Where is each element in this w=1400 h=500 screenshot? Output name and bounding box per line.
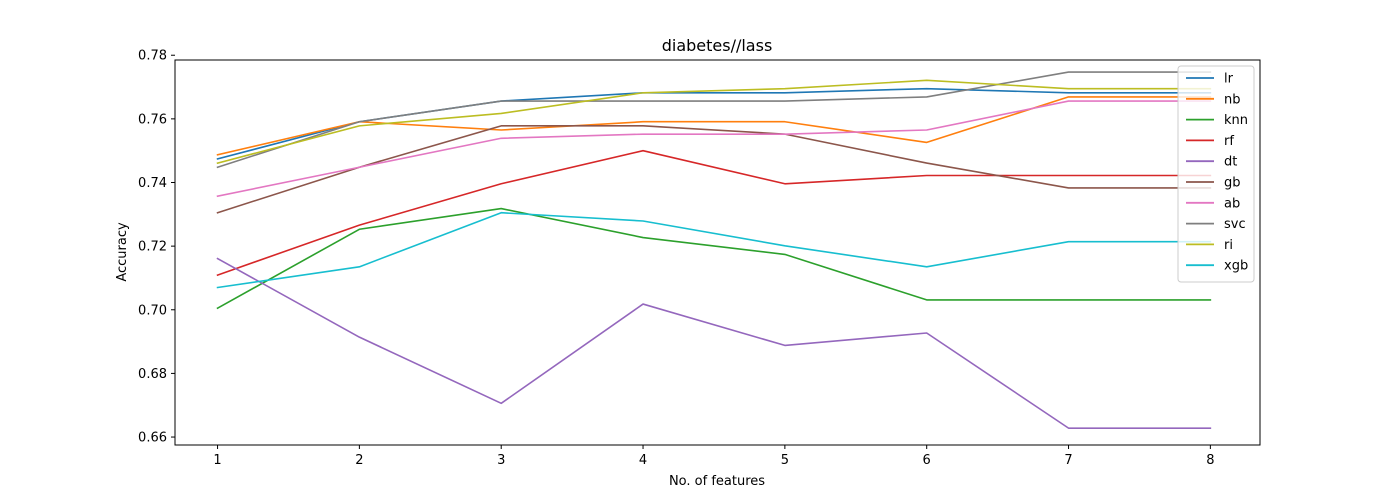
y-tick-label: 0.74 [138,176,167,191]
series-line-knn [216,207,1212,310]
legend-label-nb: nb [1224,92,1241,107]
legend-label-dt: dt [1224,155,1237,170]
series-line-rf [216,149,1212,277]
series-line-svc [216,71,1212,169]
legend-label-knn: knn [1224,113,1248,128]
y-tick-label: 0.68 [138,367,167,382]
legend-label-lr: lr [1224,72,1234,87]
legend-label-rf: rf [1224,134,1234,149]
legend-label-ri: ri [1224,238,1233,253]
legend-label-gb: gb [1224,176,1241,191]
y-tick-label: 0.70 [138,303,167,318]
legend-label-xgb: xgb [1224,259,1248,274]
y-axis-label: Accuracy [115,222,130,282]
chart-title: diabetes//lass [662,36,773,55]
x-tick-label: 6 [923,453,931,468]
series-line-dt [216,257,1212,429]
x-tick-label: 3 [497,453,505,468]
legend-label-svc: svc [1224,217,1246,232]
legend-label-ab: ab [1224,196,1240,211]
legend: lr nb knn rf dt gb ab svc ri xgb [1177,65,1255,283]
series-line-ri [216,79,1212,165]
x-tick-label: 8 [1206,453,1214,468]
plot-area: 1 2 3 4 5 6 7 8 0.66 0.68 0.70 0.72 0.74 0.76 0.78 lr nb… [138,49,1261,468]
x-tick-label: 5 [781,453,789,468]
x-axis-label: No. of features [669,474,765,489]
y-tick-label: 0.66 [138,431,167,446]
y-tick-label: 0.76 [138,112,167,127]
x-tick-label: 1 [213,453,221,468]
x-tick-label: 7 [1064,453,1072,468]
series-line-gb [216,125,1212,214]
series-line-xgb [216,211,1212,289]
axes-frame [174,59,1261,446]
y-tick-label: 0.72 [138,240,167,255]
x-tick-label: 2 [355,453,363,468]
x-tick-label: 4 [639,453,647,468]
y-tick-label: 0.78 [138,49,167,64]
series-line-ab [216,100,1212,198]
